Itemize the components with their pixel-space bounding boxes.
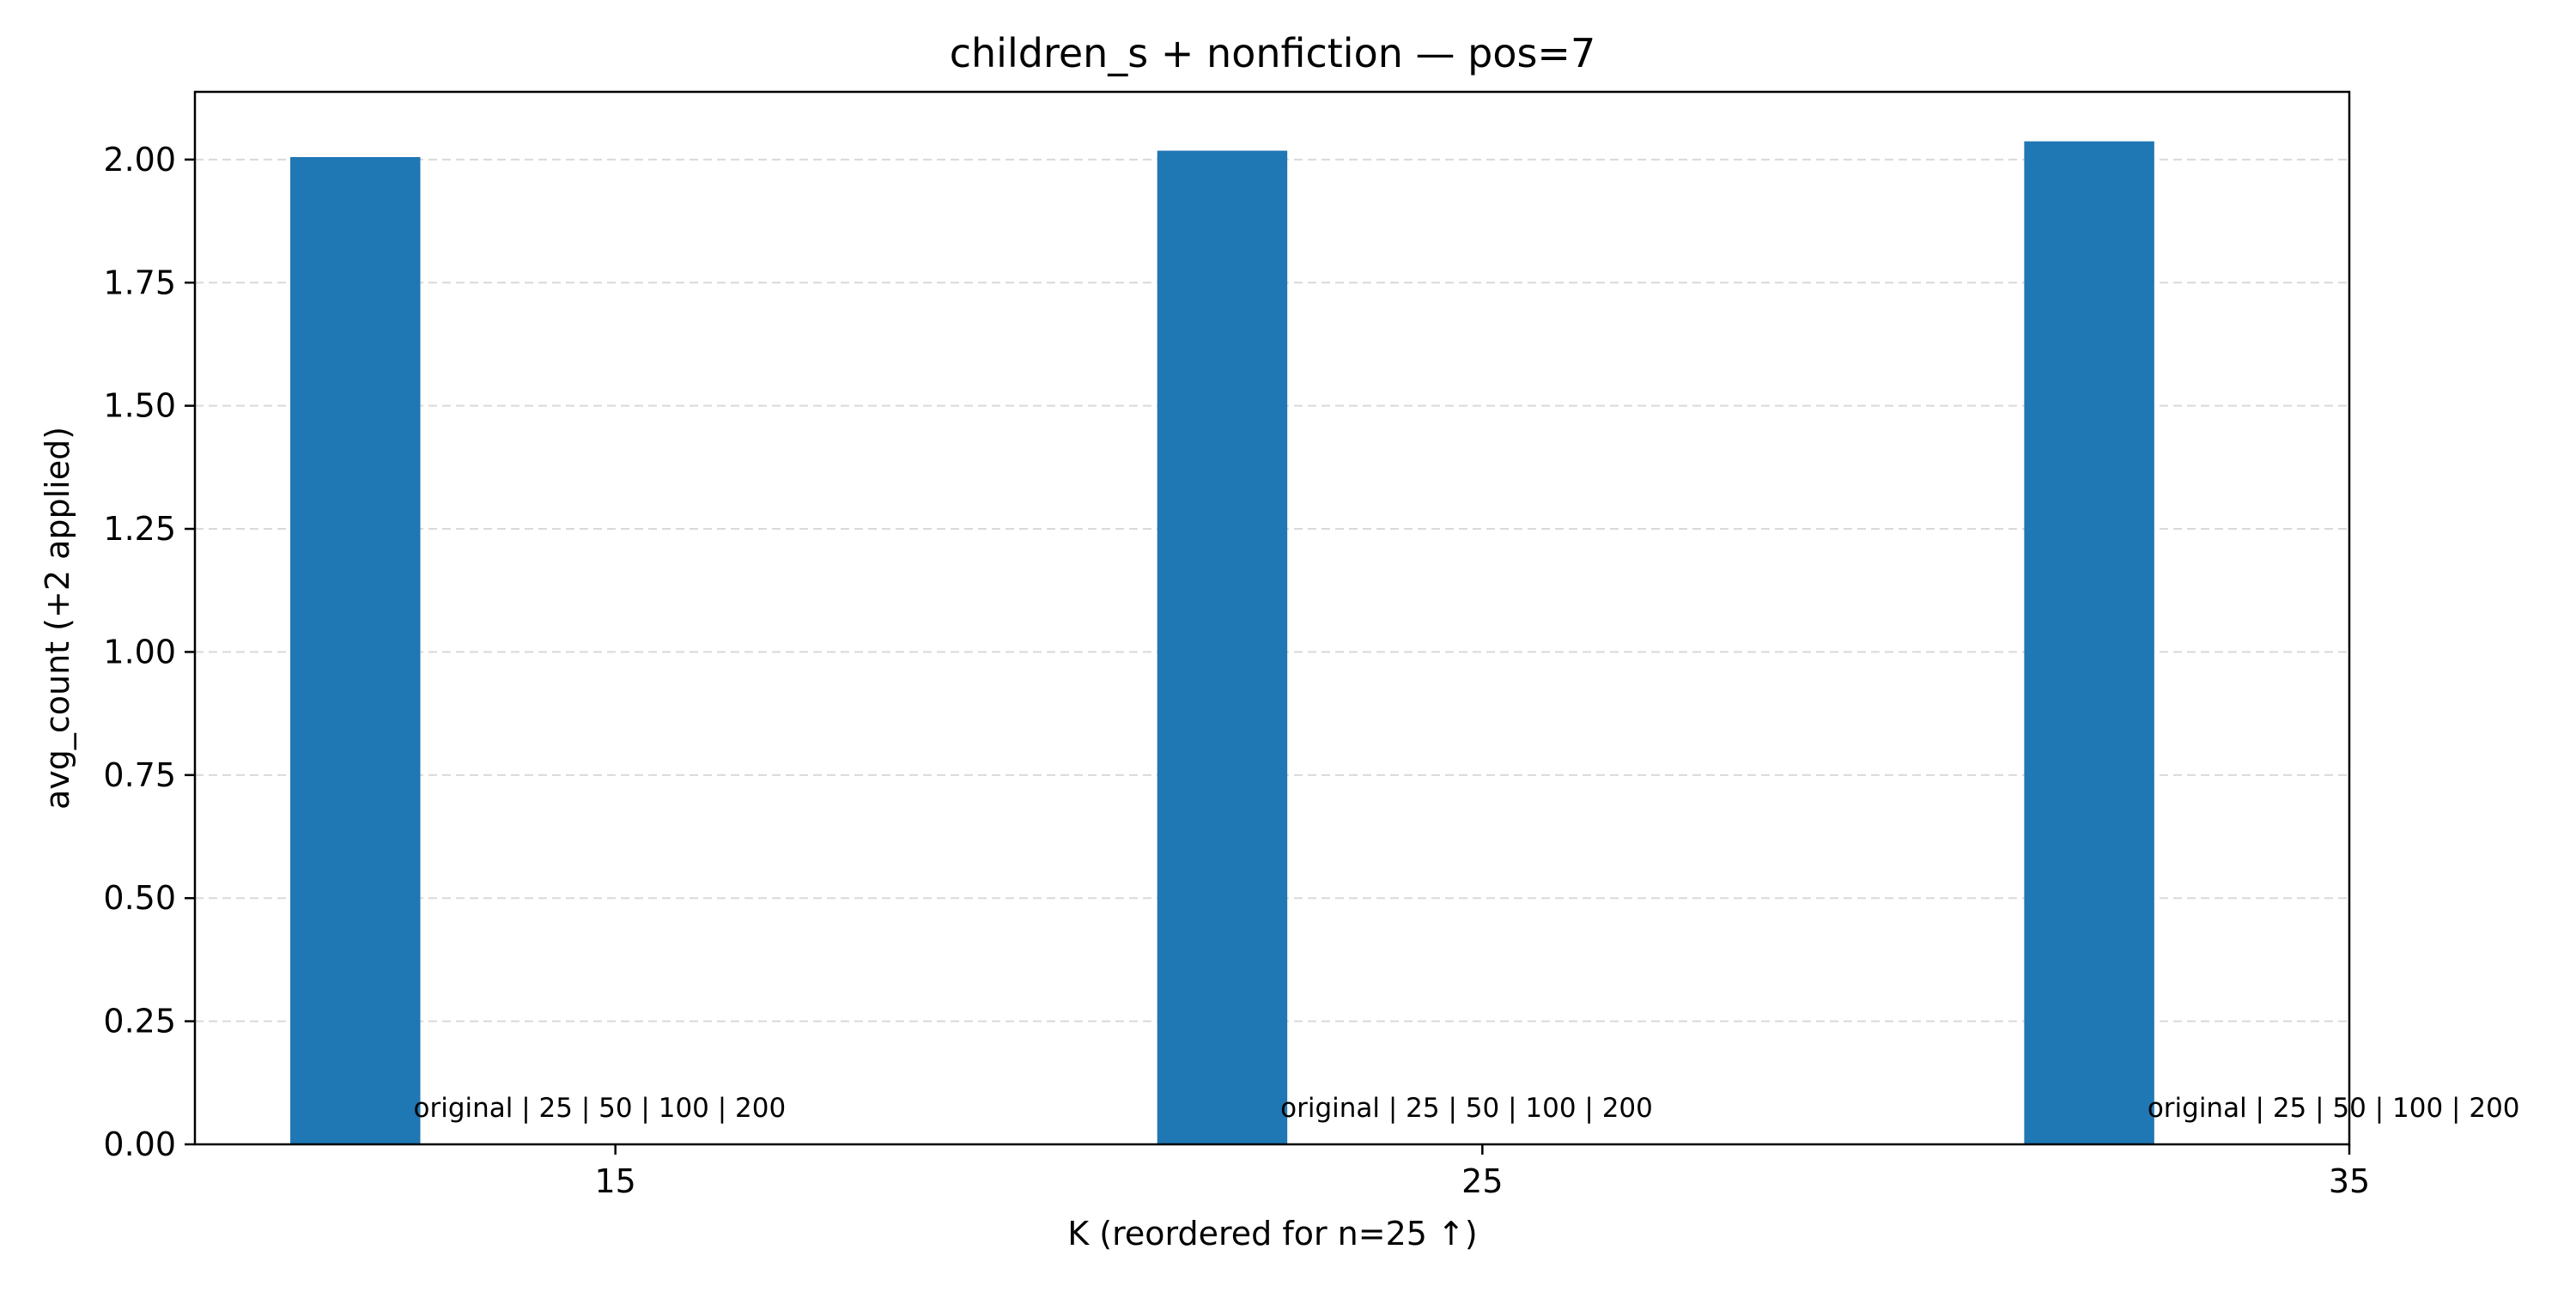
y-tick-label: 0.50 [103, 879, 176, 917]
bar-annotation: original | 25 | 50 | 100 | 200 [1280, 1093, 1653, 1124]
y-tick-label: 0.25 [103, 1003, 176, 1040]
bar [1157, 150, 1288, 1145]
y-tick-label: 1.00 [103, 633, 176, 670]
bar-annotation: original | 25 | 50 | 100 | 200 [2148, 1093, 2520, 1124]
y-tick-label: 0.00 [103, 1125, 176, 1163]
x-tick-label: 25 [1461, 1162, 1503, 1200]
bar [290, 156, 421, 1144]
tick-layer: 0.00 0.25 0.50 0.75 1.00 1.25 1.50 1.75 2.00 15 25… [103, 141, 2370, 1200]
bar [2024, 141, 2154, 1144]
y-tick-label: 1.50 [103, 387, 176, 425]
x-tick-label: 35 [2329, 1162, 2370, 1200]
y-tick-label: 1.25 [103, 510, 176, 548]
x-tick-label: 15 [595, 1162, 636, 1200]
y-tick-label: 1.75 [103, 264, 176, 301]
plot-frame [193, 90, 2351, 1146]
x-axis-label: K (reordered for n=25 ↑) [1067, 1215, 1477, 1253]
chart-title: children_s + nonfiction — pos=7 [950, 30, 1596, 76]
y-axis-label: avg_count (+2 applied) [39, 427, 76, 810]
bar-annotation-layer: original | 25 | 50 | 100 | 200 original |… [414, 1093, 2520, 1124]
bar-layer [290, 141, 2154, 1145]
y-tick-label: 0.75 [103, 756, 176, 794]
y-tick-label: 2.00 [103, 141, 176, 179]
bar-annotation: original | 25 | 50 | 100 | 200 [414, 1093, 787, 1124]
